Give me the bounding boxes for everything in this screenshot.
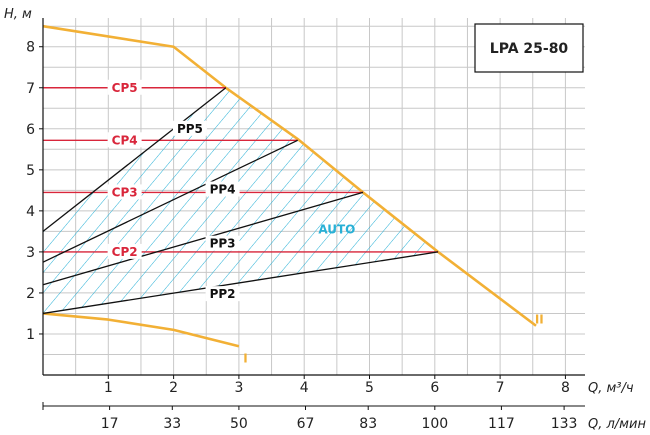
cp3-label-bg bbox=[107, 184, 142, 200]
pp3-label: PP3 bbox=[210, 237, 236, 251]
series-i bbox=[42, 312, 240, 348]
x-axis-title-secondary: Q, л/мин bbox=[588, 417, 646, 432]
x-tick-label: 2 bbox=[169, 380, 178, 396]
y-tick-label: 4 bbox=[26, 204, 35, 220]
y-tick-label: 3 bbox=[26, 245, 35, 261]
x2-tick-label: 83 bbox=[359, 416, 377, 432]
pp4-label: PP4 bbox=[210, 183, 236, 197]
curve-ii-label: II bbox=[535, 313, 544, 327]
pp5-label: PP5 bbox=[177, 122, 203, 136]
x2-tick-label: 67 bbox=[297, 416, 315, 432]
auto-label: AUTO bbox=[318, 222, 355, 236]
pp3-label-bg bbox=[205, 235, 240, 251]
model-label: LPA 25-80 bbox=[490, 41, 569, 57]
x-tick-label: 4 bbox=[300, 380, 309, 396]
cp4-label-bg bbox=[107, 132, 142, 148]
x-tick-label: 8 bbox=[561, 380, 570, 396]
x2-tick-label: 50 bbox=[230, 416, 248, 432]
series-layer bbox=[42, 24, 537, 348]
y-tick-label: 2 bbox=[26, 286, 35, 302]
x-tick-label: 1 bbox=[104, 380, 113, 396]
cp3-label: CP3 bbox=[112, 185, 138, 199]
y-axis-title: H, м bbox=[4, 7, 32, 22]
x-axis-title-primary: Q, м³/ч bbox=[588, 381, 634, 396]
x2-tick-label: 100 bbox=[421, 416, 448, 432]
pp2-label: PP2 bbox=[210, 287, 236, 301]
x2-tick-label: 117 bbox=[488, 416, 515, 432]
model-box bbox=[474, 23, 584, 73]
x-tick-label: 3 bbox=[234, 380, 243, 396]
x2-tick-label: 33 bbox=[163, 416, 181, 432]
x-tick-label: 7 bbox=[496, 380, 505, 396]
auto-hatched-region bbox=[43, 87, 439, 314]
x-tick-label: 6 bbox=[430, 380, 439, 396]
x-tick-label: 5 bbox=[365, 380, 374, 396]
pp2-label-bg bbox=[205, 286, 240, 302]
cp5-label: CP5 bbox=[112, 81, 138, 95]
cp2-label: CP2 bbox=[112, 245, 138, 259]
y-tick-label: 7 bbox=[26, 81, 35, 97]
series-pp3 bbox=[42, 191, 364, 286]
y-tick-label: 1 bbox=[26, 327, 35, 343]
series-pp2 bbox=[42, 251, 439, 315]
x2-tick-label: 17 bbox=[101, 416, 119, 432]
cp5-label-bg bbox=[107, 79, 142, 95]
pp5-label-bg bbox=[172, 120, 207, 136]
cp4-label: CP4 bbox=[112, 133, 138, 147]
y-tick-label: 6 bbox=[26, 122, 35, 138]
y-tick-label: 5 bbox=[26, 163, 35, 179]
series-pp5 bbox=[42, 87, 227, 232]
series-pp4 bbox=[42, 139, 298, 263]
pp4-label-bg bbox=[205, 181, 240, 197]
y-tick-label: 8 bbox=[26, 40, 35, 56]
curve-i-label: I bbox=[243, 352, 247, 366]
x2-tick-label: 133 bbox=[551, 416, 578, 432]
cp2-label-bg bbox=[107, 243, 142, 259]
